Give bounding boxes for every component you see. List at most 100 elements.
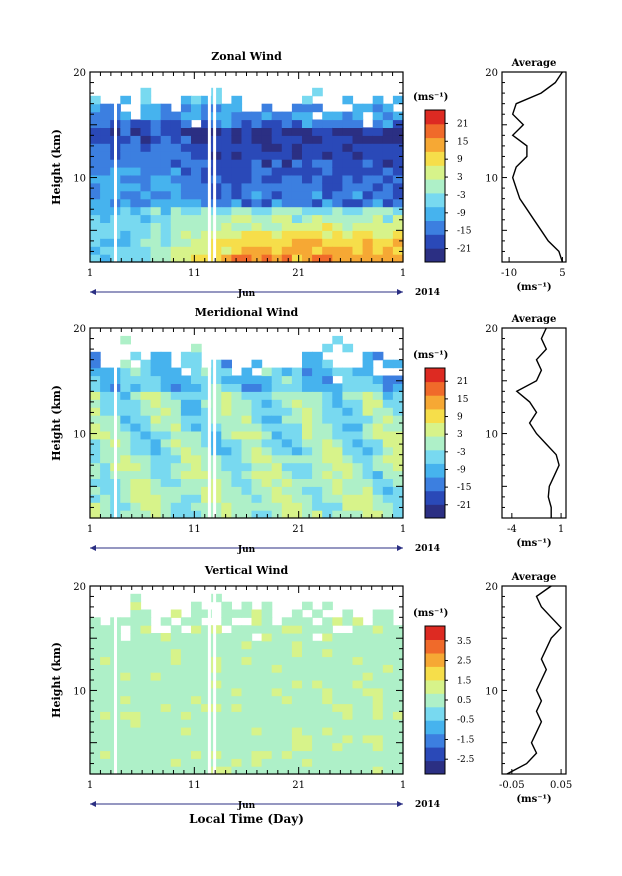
heatmap-cell	[120, 375, 131, 384]
heatmap-cell	[90, 656, 101, 665]
heatmap-cell	[271, 648, 283, 658]
heatmap-cell	[150, 640, 162, 650]
heatmap-cell	[261, 478, 273, 487]
heatmap-cell	[291, 143, 303, 152]
heatmap-cell	[231, 111, 243, 121]
heatmap-cell	[130, 430, 142, 440]
heatmap-cell	[221, 214, 232, 223]
colorbar-unit: (ms⁻¹)	[413, 92, 448, 103]
colorbar-unit: (ms⁻¹)	[413, 350, 448, 361]
heatmap-cell	[201, 750, 212, 759]
heatmap-cell	[352, 375, 364, 384]
heatmap-cell	[342, 95, 354, 105]
colorbar-swatch	[425, 760, 445, 775]
heatmap-cell	[160, 383, 172, 392]
heatmap-cell	[191, 367, 202, 377]
heatmap-cell	[342, 246, 354, 255]
heatmap-cell	[90, 423, 101, 432]
heatmap-cell	[352, 246, 364, 255]
heatmap-cell	[120, 222, 131, 231]
heatmap-cell	[392, 462, 404, 472]
heatmap-cell	[372, 383, 384, 392]
heatmap-cell	[100, 656, 111, 665]
heatmap-cell	[281, 742, 293, 752]
heatmap-cell	[312, 254, 323, 263]
heatmap-cell	[90, 143, 101, 152]
panel-title: Meridional Wind	[195, 306, 299, 319]
heatmap-cell	[201, 664, 212, 673]
heatmap-cell	[90, 758, 101, 767]
heatmap-cell	[322, 359, 333, 369]
heatmap-cell	[241, 633, 253, 642]
heatmap-cell	[191, 343, 202, 353]
heatmap-cell	[241, 174, 253, 184]
heatmap-cell	[180, 734, 192, 744]
heatmap-cell	[372, 766, 384, 775]
heatmap-cell	[241, 151, 253, 160]
heatmap-cell	[100, 111, 111, 121]
heatmap-cell	[312, 625, 323, 634]
average-xlabel: (ms⁻¹)	[516, 282, 551, 293]
heatmap-cell	[392, 486, 404, 495]
heatmap-cell	[291, 454, 303, 464]
heatmap-cell	[302, 656, 313, 665]
heatmap-cell	[302, 174, 313, 184]
heatmap-cell	[261, 719, 273, 728]
heatmap-cell	[261, 407, 273, 416]
heatmap-cell	[120, 727, 131, 736]
heatmap-cell	[140, 625, 152, 634]
heatmap-cell	[140, 135, 152, 144]
heatmap-cell	[312, 351, 323, 361]
heatmap-cell	[120, 742, 131, 752]
heatmap-cell	[322, 367, 333, 377]
heatmap-cell	[302, 167, 313, 176]
heatmap-cell	[291, 719, 303, 728]
heatmap-cell	[180, 190, 192, 200]
heatmap-cell	[291, 695, 303, 705]
heatmap-cell	[312, 750, 323, 759]
heatmap-cell	[281, 367, 293, 377]
heatmap-cell	[221, 742, 232, 752]
heatmap-cell	[191, 430, 202, 440]
heatmap-cell	[382, 719, 394, 728]
average-frame	[501, 71, 567, 263]
heatmap-cell	[281, 206, 293, 216]
heatmap-cell	[281, 238, 293, 247]
heatmap-cell	[382, 766, 394, 775]
heatmap-cell	[140, 182, 152, 192]
heatmap-cell	[180, 135, 192, 144]
heatmap-cell	[382, 742, 394, 752]
heatmap-cell	[342, 454, 354, 464]
heatmap-cell	[180, 510, 192, 519]
heatmap-cell	[120, 335, 131, 345]
heatmap-cell	[271, 478, 283, 487]
heatmap-cell	[160, 617, 172, 626]
heatmap-cell	[281, 198, 293, 208]
heatmap-cell	[261, 230, 273, 239]
heatmap-cell	[271, 190, 283, 200]
heatmap-cell	[302, 640, 313, 650]
colorbar-swatch	[425, 733, 445, 748]
heatmap-cell	[241, 430, 253, 440]
heatmap-cell	[362, 727, 374, 736]
data-gap	[207, 328, 211, 518]
heatmap-cell	[100, 230, 111, 239]
average-y-tick-label: 20	[485, 582, 498, 593]
heatmap-cell	[211, 430, 222, 440]
colorbar-label: 21	[457, 377, 468, 387]
heatmap-cell	[271, 734, 283, 744]
heatmap-cell	[241, 734, 253, 744]
heatmap-cell	[201, 399, 212, 408]
heatmap-cell	[302, 727, 313, 736]
heatmap-cell	[211, 423, 222, 432]
heatmap-cell	[170, 230, 182, 239]
heatmap-cell	[392, 151, 404, 160]
heatmap-cell	[271, 742, 283, 752]
heatmap-cell	[120, 680, 131, 689]
heatmap-cell	[382, 119, 394, 128]
heatmap-cell	[211, 222, 222, 231]
colorbar-swatch	[425, 652, 445, 667]
heatmap-cell	[332, 111, 343, 121]
